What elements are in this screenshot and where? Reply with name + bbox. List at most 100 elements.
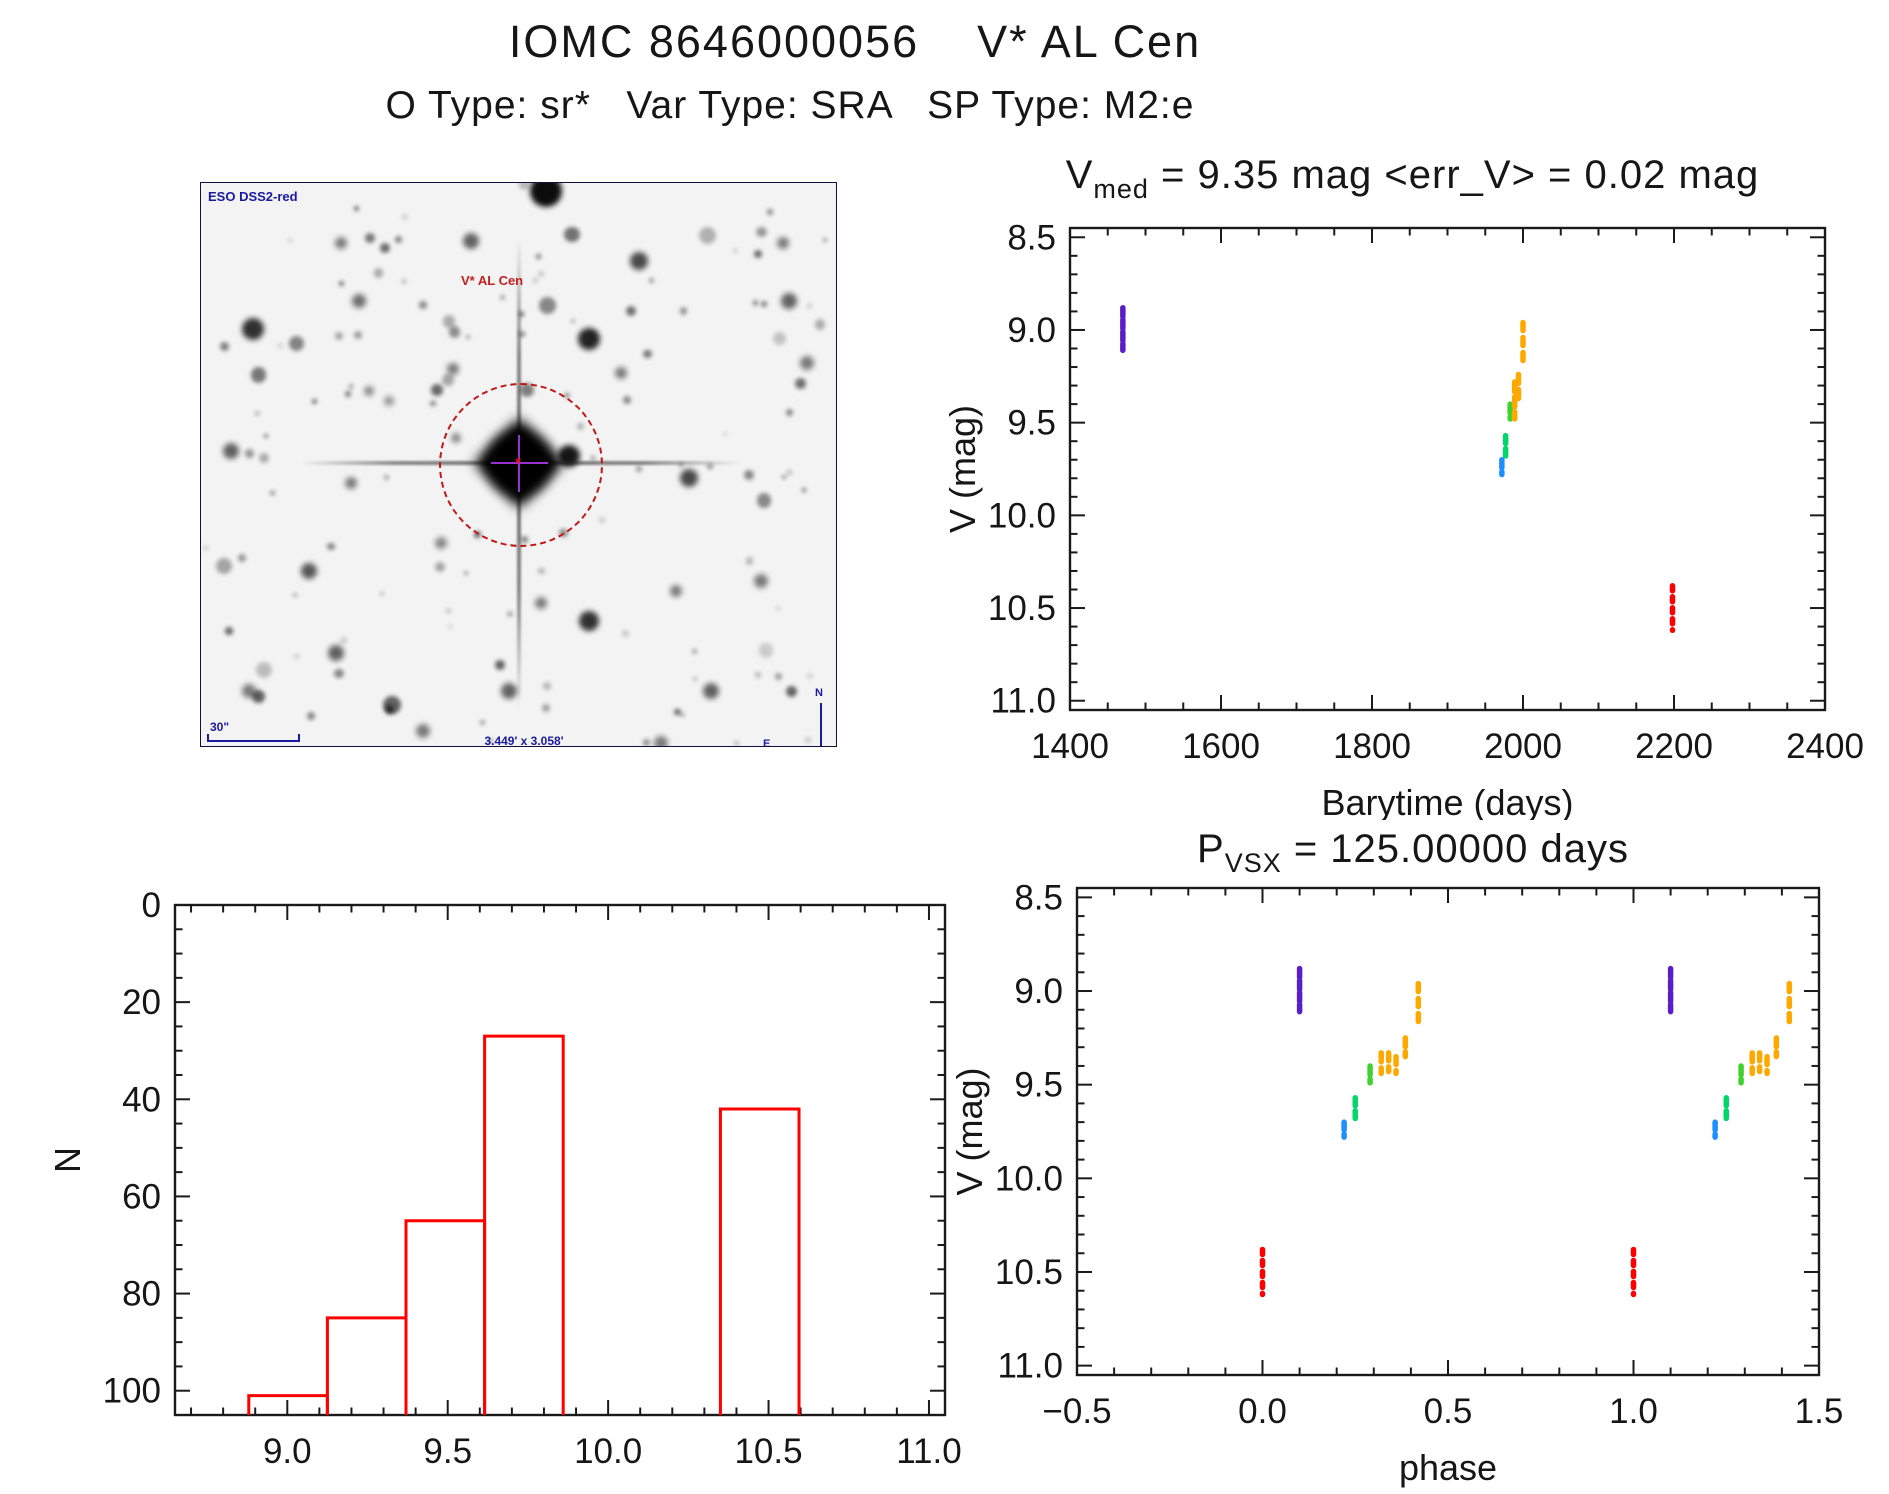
y-tick-label: 40 bbox=[122, 1080, 161, 1119]
y-tick-label: 11.0 bbox=[990, 682, 1056, 721]
page-subtitle: O Type: sr* Var Type: SRA SP Type: M2:e bbox=[385, 84, 1195, 127]
target-center-marker: ✶ bbox=[513, 454, 524, 468]
field-star bbox=[223, 443, 239, 459]
field-star bbox=[806, 303, 812, 309]
x-axis-ticks bbox=[1069, 228, 1826, 710]
field-star bbox=[755, 672, 761, 678]
crosshair-vertical bbox=[518, 435, 520, 492]
field-star bbox=[692, 676, 698, 682]
y-tick-label: 10.0 bbox=[988, 496, 1056, 535]
field-star bbox=[777, 237, 789, 249]
phase-folded-plot: −0.5 0.0 0.5 1.0 1.5 8.5 9.0 9.5 10.0 10.5 11.0 PVS… bbox=[949, 827, 1843, 1488]
field-star bbox=[775, 606, 780, 611]
y-tick-label: 80 bbox=[122, 1275, 161, 1314]
field-star bbox=[537, 270, 544, 277]
field-star bbox=[761, 301, 767, 307]
x-tick-label: 9.0 bbox=[263, 1432, 312, 1471]
field-star bbox=[277, 343, 283, 349]
field-star bbox=[679, 712, 685, 718]
field-star bbox=[334, 668, 344, 679]
field-star bbox=[699, 227, 717, 245]
field-star bbox=[416, 724, 430, 738]
x-axis-ticks bbox=[190, 905, 930, 1415]
field-star bbox=[294, 654, 300, 660]
plot-box bbox=[1068, 226, 1827, 712]
y-tick-label: 100 bbox=[103, 1372, 161, 1411]
field-star bbox=[379, 243, 390, 254]
field-star bbox=[623, 395, 632, 404]
field-star bbox=[564, 393, 569, 398]
field-star bbox=[448, 326, 461, 338]
field-star bbox=[254, 410, 260, 417]
field-star bbox=[345, 391, 351, 397]
field-star bbox=[732, 248, 738, 254]
x-tick-label: 0.5 bbox=[1424, 1392, 1473, 1431]
y-tick-label: 11.0 bbox=[997, 1347, 1063, 1386]
field-star bbox=[335, 237, 347, 249]
field-star bbox=[488, 738, 493, 744]
x-tick-label: 11.0 bbox=[896, 1432, 962, 1471]
field-star bbox=[626, 306, 636, 317]
field-star bbox=[578, 328, 600, 350]
field-star bbox=[353, 330, 363, 340]
field-star bbox=[250, 367, 267, 383]
field-star bbox=[465, 334, 471, 340]
field-star bbox=[635, 465, 642, 472]
field-star bbox=[542, 681, 551, 690]
y-axis-title: V (mag) bbox=[942, 405, 983, 533]
y-tick-label: 8.5 bbox=[1007, 218, 1056, 257]
field-star bbox=[518, 311, 524, 317]
y-tick-label: 9.0 bbox=[1014, 972, 1063, 1011]
y-axis-ticks bbox=[175, 904, 945, 1416]
field-star bbox=[804, 736, 811, 743]
field-star bbox=[823, 237, 828, 242]
field-star bbox=[384, 396, 394, 406]
x-tick-label: 9.5 bbox=[423, 1432, 472, 1471]
field-star bbox=[707, 463, 713, 470]
field-star bbox=[334, 332, 343, 341]
x-tick-label: 2000 bbox=[1484, 727, 1562, 766]
y-axis-title: N bbox=[47, 1147, 88, 1173]
compass-north-line bbox=[820, 703, 822, 746]
field-star bbox=[245, 449, 255, 458]
y-tick-label: 9.5 bbox=[1014, 1066, 1063, 1105]
lightcurve-plot: 1400 1600 1800 2000 2200 2400 8.5 9.0 9.5 10.0 10.… bbox=[942, 153, 1864, 820]
field-star bbox=[680, 469, 698, 487]
field-star bbox=[648, 277, 654, 284]
field-star bbox=[301, 563, 317, 579]
field-star bbox=[256, 661, 273, 679]
field-star bbox=[775, 673, 782, 680]
field-star bbox=[535, 597, 547, 609]
x-tick-label: 1800 bbox=[1333, 727, 1411, 766]
compass-north-label: N bbox=[815, 687, 823, 699]
field-star bbox=[348, 384, 354, 389]
field-star bbox=[446, 609, 451, 614]
y-tick-label: 0 bbox=[142, 886, 161, 925]
field-star bbox=[794, 377, 806, 389]
field-star bbox=[435, 537, 447, 549]
field-star bbox=[722, 431, 728, 436]
field-star bbox=[353, 205, 359, 211]
x-axis-title: Barytime (days) bbox=[1321, 782, 1573, 820]
field-size-label: 3.449' x 3.058' bbox=[484, 734, 564, 747]
field-star bbox=[242, 684, 256, 698]
histogram-bar bbox=[483, 1034, 565, 1415]
field-star bbox=[215, 557, 233, 575]
field-star bbox=[264, 434, 269, 439]
field-star bbox=[538, 567, 545, 574]
field-star bbox=[382, 695, 401, 715]
x-tick-label: 10.0 bbox=[574, 1432, 642, 1471]
y-tick-label: 10.0 bbox=[995, 1159, 1063, 1198]
field-star bbox=[447, 363, 459, 375]
y-axis-ticks bbox=[1070, 236, 1825, 702]
field-star bbox=[518, 183, 530, 191]
field-star bbox=[352, 294, 366, 308]
field-star bbox=[630, 252, 648, 270]
field-star bbox=[579, 611, 599, 631]
field-star bbox=[806, 673, 813, 680]
field-star bbox=[287, 238, 292, 243]
field-star bbox=[242, 318, 264, 340]
field-star bbox=[495, 660, 506, 671]
field-star bbox=[311, 398, 318, 405]
field-star bbox=[642, 738, 650, 746]
